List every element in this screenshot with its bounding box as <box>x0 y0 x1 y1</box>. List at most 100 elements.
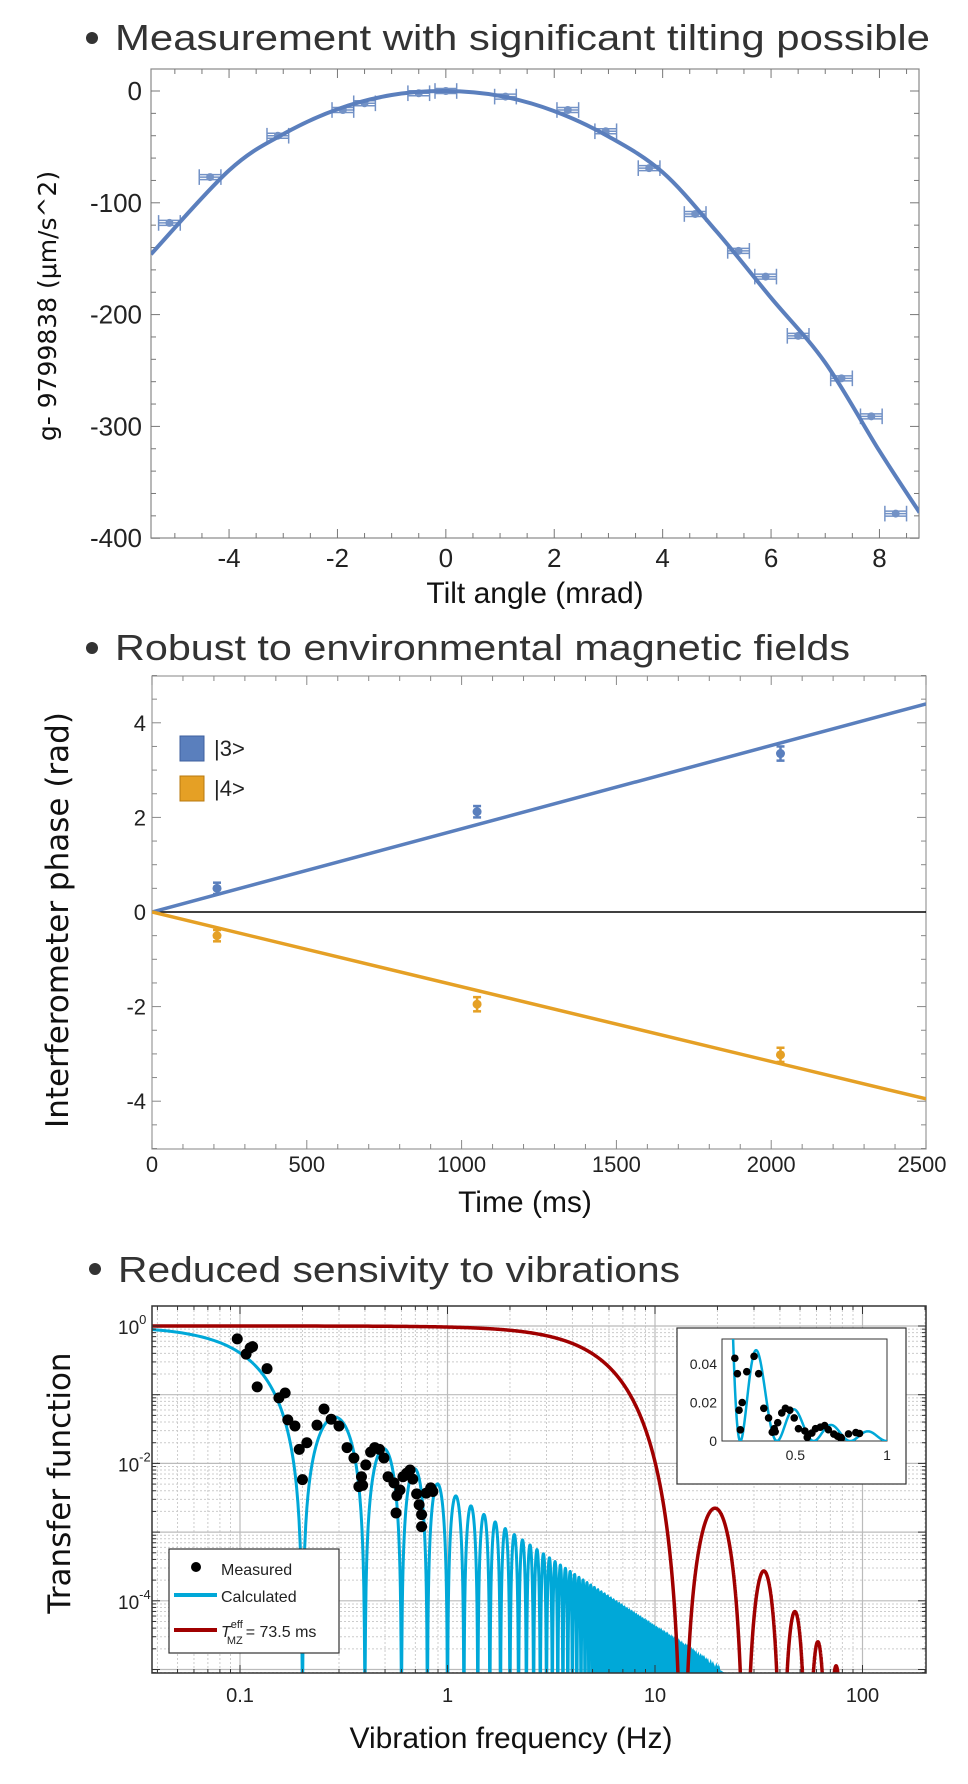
y-tick-base: 10 <box>118 1455 139 1476</box>
data-point <box>352 95 377 112</box>
y-axis-label: Interferometer phase (rad) <box>40 712 76 1128</box>
inset-measured-point <box>764 1414 773 1422</box>
marker <box>563 106 572 115</box>
y-tick-label: 10-2 <box>118 1449 151 1476</box>
measured-point <box>231 1333 243 1345</box>
inset-measured-point <box>760 1404 768 1413</box>
measured-point <box>325 1413 337 1425</box>
legend-label-measured: Measured <box>221 1562 292 1579</box>
chart-title: Reduced sensivity to vibrations <box>118 1249 680 1290</box>
y-tick-label: 4 <box>134 711 146 736</box>
data-point <box>434 83 458 99</box>
data-point <box>859 408 883 425</box>
inset-measured-point <box>731 1354 739 1363</box>
inset-measured-point <box>738 1398 746 1407</box>
legend: Measured Calculated Teff MZ = 73.5 ms <box>168 1548 340 1654</box>
data-point <box>212 928 222 943</box>
legend-swatch-4 <box>179 775 205 802</box>
data-point <box>212 881 222 896</box>
data-point <box>472 804 482 819</box>
y-tick-label: -400 <box>90 523 142 553</box>
measured-point <box>301 1437 313 1449</box>
x-tick-label: 100 <box>846 1685 879 1707</box>
x-tick-label: 1 <box>442 1685 453 1707</box>
chart-title: Measurement with significant tilting pos… <box>115 17 930 58</box>
inset-frame <box>721 1338 888 1442</box>
marker <box>472 807 482 817</box>
marker <box>441 87 450 95</box>
measured-point <box>341 1442 353 1454</box>
y-tick-label: 0 <box>134 900 146 925</box>
measured-point <box>427 1485 439 1497</box>
y-tick-label: -100 <box>90 188 142 218</box>
marker <box>472 999 482 1009</box>
data-point <box>198 169 222 185</box>
inset-measured-point <box>733 1369 742 1378</box>
marker <box>775 1050 785 1060</box>
marker <box>212 931 222 941</box>
bullet-icon <box>86 32 98 44</box>
marker <box>212 883 222 893</box>
legend-marker-measured <box>191 1562 201 1572</box>
inset-measured-point <box>824 1425 833 1434</box>
inset-measured-point <box>742 1367 751 1376</box>
measured-point <box>247 1341 259 1353</box>
plot-frame <box>151 1305 927 1674</box>
marker <box>794 331 803 340</box>
plot-frame <box>150 68 920 539</box>
y-axis-label: g- 9799838 (μm/s^2) <box>33 171 62 441</box>
marker <box>867 412 876 421</box>
measured-point <box>394 1484 406 1496</box>
measured-point <box>390 1507 402 1519</box>
measured-point <box>318 1403 330 1415</box>
measured-point <box>282 1414 294 1426</box>
y-tick-base: 10 <box>118 1318 139 1339</box>
bullet-icon <box>86 642 98 654</box>
legend-swatch-3 <box>179 735 205 762</box>
data-point <box>493 88 518 105</box>
x-tick-label: -4 <box>217 543 240 573</box>
inset-plot: 0.5 1 0.04 0.02 0 <box>676 1264 907 1485</box>
data-point <box>726 243 751 259</box>
marker <box>775 749 785 759</box>
y-tick-exponent: -4 <box>139 1587 151 1602</box>
inset-measured-point <box>794 1424 803 1433</box>
marker <box>837 374 846 383</box>
chart-vibration: Reduced sensivity to vibrations 0.1 1 10 10… <box>42 1249 927 1755</box>
inset-x-tick-label: 0.5 <box>786 1447 806 1463</box>
y-tick-base: 10 <box>118 1593 139 1614</box>
measured-point <box>289 1420 301 1432</box>
data-point <box>884 505 908 522</box>
y-tick-label: -300 <box>90 411 142 441</box>
data-point <box>157 215 182 231</box>
data-point <box>637 160 661 176</box>
measured-point <box>261 1363 273 1375</box>
x-axis-label: Time (ms) <box>458 1186 592 1219</box>
inset-measured-point <box>754 1369 763 1378</box>
marker <box>165 218 174 227</box>
data-point <box>407 85 431 102</box>
data-point <box>775 745 785 762</box>
inset-measured-point <box>728 1264 736 1272</box>
chart-tilt: Measurement with significant tilting pos… <box>33 17 930 610</box>
measured-point <box>413 1499 425 1511</box>
legend: |3> |4> <box>179 735 245 802</box>
measured-point <box>333 1420 345 1432</box>
fit-line <box>152 702 926 914</box>
inset-measured-point <box>786 1406 794 1415</box>
x-axis-label: Tilt angle (mrad) <box>426 577 643 610</box>
data-point <box>594 123 618 140</box>
x-tick-label: 6 <box>764 543 778 573</box>
measured-point <box>296 1474 308 1486</box>
marker <box>691 209 700 218</box>
measured-point <box>373 1443 385 1455</box>
inset-x-tick-label: 1 <box>883 1447 891 1463</box>
measured-point <box>378 1452 390 1464</box>
x-tick-label: 1500 <box>592 1152 641 1177</box>
measured-point <box>411 1488 423 1500</box>
bullet-icon <box>89 1263 101 1275</box>
inset-y-tick-label: 0.04 <box>690 1356 717 1372</box>
measured-point <box>279 1387 291 1399</box>
fit-line <box>152 910 926 1101</box>
marker <box>414 89 423 98</box>
